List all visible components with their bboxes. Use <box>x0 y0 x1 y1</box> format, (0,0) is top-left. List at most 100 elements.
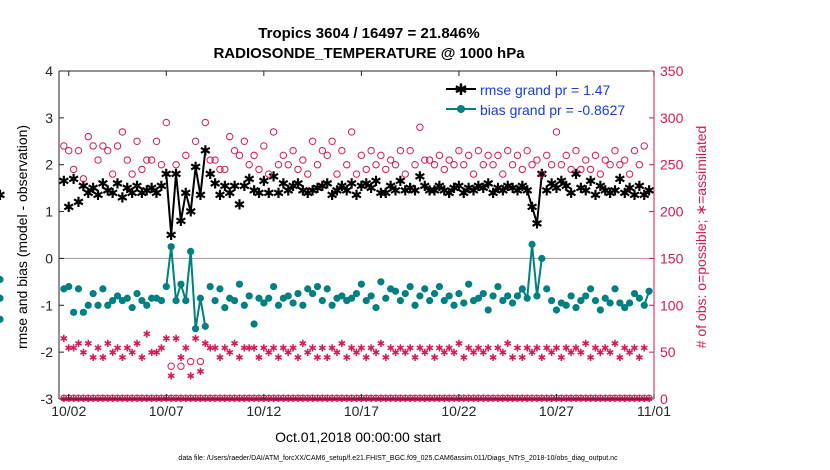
assimilated-zero-point: ✱ <box>441 395 449 405</box>
possible-zero-point <box>172 394 180 402</box>
assimilated-point: ✱ <box>406 343 414 354</box>
possible-zero-point <box>84 394 92 402</box>
bias-point <box>547 297 556 305</box>
possible-point <box>177 362 185 370</box>
possible-zero-point <box>153 394 161 402</box>
assimilated-point: ✱ <box>191 334 199 345</box>
assimilated-point: ✱ <box>113 343 121 354</box>
assimilated-point: ✱ <box>372 348 380 359</box>
x-tick-label: 10/17 <box>344 403 379 419</box>
bias-point <box>323 285 331 293</box>
rmse-point: ✱ <box>170 167 182 183</box>
possible-zero-point <box>548 394 556 402</box>
possible-point <box>601 156 609 164</box>
assimilated-point: ✱ <box>572 343 580 354</box>
rmse-point: ✱ <box>224 186 236 202</box>
bias-point <box>611 285 619 293</box>
possible-point <box>333 170 341 178</box>
rmse-point: ✱ <box>331 183 343 199</box>
assimilated-zero-point: ✱ <box>124 395 132 405</box>
assimilated-point: ✱ <box>464 343 472 354</box>
legend-box <box>439 77 647 123</box>
possible-zero-point <box>323 394 331 402</box>
assimilated-point: ✱ <box>138 353 146 364</box>
assimilated-point: ✱ <box>382 353 390 364</box>
assimilated-zero-point: ✱ <box>328 395 336 405</box>
assimilated-zero-point: ✱ <box>158 395 166 405</box>
possible-point <box>416 123 424 131</box>
bias-point <box>635 294 643 302</box>
possible-point <box>382 165 390 174</box>
assimilated-zero-point: ✱ <box>133 395 141 405</box>
bias-point <box>79 308 87 316</box>
possible-zero-point <box>304 394 312 402</box>
rmse-point: ✱ <box>126 186 138 202</box>
assimilated-zero-point: ✱ <box>114 395 122 405</box>
possible-zero-point <box>431 394 439 402</box>
assimilated-point: ✱ <box>503 339 511 350</box>
assimilated-point: ✱ <box>65 343 73 354</box>
rmse-point: ✱ <box>287 179 299 195</box>
possible-zero-point <box>226 394 234 402</box>
x-tick-label: 10/22 <box>441 403 476 419</box>
possible-zero-point <box>118 394 126 402</box>
possible-point <box>294 165 302 174</box>
possible-zero-point <box>94 394 102 402</box>
possible-zero-point <box>75 394 83 402</box>
possible-zero-point <box>513 394 521 402</box>
possible-point <box>79 175 88 183</box>
rmse-point: ✱ <box>316 179 328 195</box>
y-axis-label: rmse and bias (model - observation) <box>14 125 30 349</box>
possible-zero-point <box>611 394 619 402</box>
bias-point <box>630 289 639 298</box>
bias-point <box>626 299 634 307</box>
possible-zero-point <box>309 394 317 402</box>
rmse-point: ✱ <box>551 181 563 197</box>
assimilated-zero-point: ✱ <box>611 395 619 405</box>
assimilated-zero-point: ✱ <box>294 395 302 405</box>
possible-point <box>450 161 458 169</box>
chart-title: Tropics 3604 / 16497 = 21.846% <box>258 25 479 42</box>
possible-zero-point <box>421 394 429 402</box>
possible-zero-point <box>411 394 419 402</box>
assimilated-point: ✱ <box>338 339 346 350</box>
bias-point <box>128 304 136 312</box>
assimilated-zero-point: ✱ <box>465 395 473 405</box>
assimilated-point: ✱ <box>245 343 253 354</box>
possible-point <box>225 132 234 141</box>
assimilated-point: ✱ <box>528 348 536 359</box>
bias-point <box>143 301 151 309</box>
rmse-point: ✱ <box>321 176 333 192</box>
bias-point <box>0 275 4 284</box>
bias-point <box>591 297 600 305</box>
assimilated-zero-point: ✱ <box>631 395 639 405</box>
assimilated-point: ✱ <box>186 372 194 383</box>
possible-zero-point <box>338 394 346 402</box>
bias-point <box>113 292 122 300</box>
possible-point <box>616 161 624 169</box>
possible-point <box>635 161 644 169</box>
assimilated-point: ✱ <box>508 353 516 364</box>
possible-zero-point <box>201 394 209 402</box>
assimilated-zero-point: ✱ <box>119 395 127 405</box>
rmse-point: ✱ <box>575 181 587 197</box>
assimilated-point: ✱ <box>89 353 97 364</box>
bias-point <box>167 243 175 251</box>
assimilated-point: ✱ <box>582 339 590 350</box>
assimilated-point: ✱ <box>611 339 619 350</box>
rmse-point: ✱ <box>351 188 363 204</box>
assimilated-zero-point: ✱ <box>172 395 180 405</box>
bias-point <box>416 292 424 300</box>
assimilated-zero-point: ✱ <box>245 395 253 405</box>
possible-point <box>572 146 580 155</box>
possible-point <box>313 161 322 169</box>
possible-point <box>357 151 366 160</box>
assimilated-point: ✱ <box>118 353 126 364</box>
possible-zero-point <box>557 394 565 402</box>
assimilated-zero-point: ✱ <box>221 395 229 405</box>
rmse-point: ✱ <box>156 179 168 195</box>
possible-zero-point <box>177 394 185 402</box>
possible-zero-point <box>123 394 131 402</box>
x-tick-label: 11/01 <box>637 403 671 419</box>
possible-zero-point <box>533 394 541 402</box>
